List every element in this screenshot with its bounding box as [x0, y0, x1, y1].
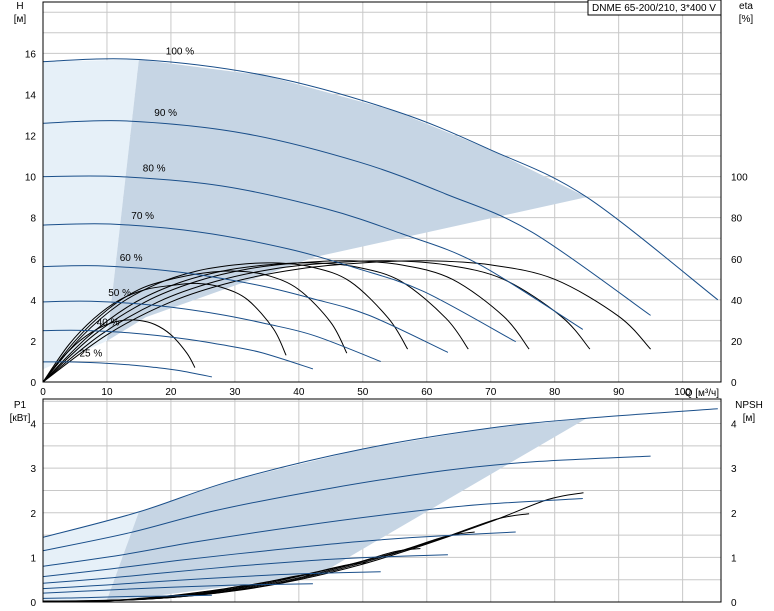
head-operating-region: [43, 59, 587, 370]
x-tick-label: 0: [40, 387, 46, 398]
x-tick-label: 100: [674, 387, 691, 398]
speed-label: 60 %: [120, 253, 143, 264]
power-curve: [42, 571, 381, 590]
eta-curve: [42, 262, 409, 383]
eta-tick-label: 80: [731, 214, 743, 225]
power-tick-label: 2: [30, 509, 36, 520]
npsh-tick-label: 1: [731, 553, 737, 564]
head-tick-label: 0: [30, 378, 36, 389]
head-curve: [42, 175, 584, 330]
eta-curve: [42, 282, 287, 383]
power-curve: [42, 531, 516, 578]
power-tick-labels: 0 1 2 3 4 0 1 2 3 4: [30, 420, 737, 609]
power-axis-title: P1: [14, 400, 27, 411]
head-curve: [42, 265, 449, 353]
speed-label: 100 %: [166, 46, 194, 57]
head-axis-title: H: [16, 1, 23, 12]
legend-box: [587, 0, 722, 16]
speed-label: 70 %: [131, 211, 154, 222]
head-tick-label: 4: [30, 296, 36, 307]
npsh-axis-title: NPSH: [735, 400, 763, 411]
power-curve: [42, 455, 651, 552]
head-plot-frame: [42, 1, 722, 383]
power-axis-unit: [кВт]: [10, 413, 31, 424]
head-tick-label: 8: [30, 214, 36, 225]
power-curve: [42, 594, 212, 599]
x-tick-label: 10: [101, 387, 113, 398]
power-curve: [42, 583, 313, 594]
power-curve: [42, 554, 448, 584]
eta-tick-label: 60: [731, 255, 743, 266]
head-tick-labels: 0 10 20 30 40 50 60 70 80 90 100 0 2 4 6 8 10 12 14 16 0 20 40…: [25, 49, 748, 398]
head-axis-unit: [м]: [14, 14, 27, 25]
head-curve-labels: 100 % 90 % 80 % 70 % 60 % 50 % 40 % 25 %: [79, 46, 194, 359]
speed-label: 90 %: [154, 108, 177, 119]
speed-label: 50 %: [108, 288, 131, 299]
operating-region: [107, 418, 587, 600]
x-tick-label: 20: [165, 387, 177, 398]
head-tick-label: 14: [25, 90, 37, 101]
head-curve: [42, 329, 314, 370]
npsh-tick-label: 3: [731, 464, 737, 475]
power-tick-label: 1: [30, 553, 36, 564]
head-curve: [42, 58, 719, 301]
npsh-axis-unit: [м]: [743, 413, 756, 424]
head-tick-label: 12: [25, 132, 37, 143]
speed-label: 25 %: [79, 349, 102, 360]
eta-tick-label: 100: [731, 173, 748, 184]
eta-tick-label: 0: [731, 378, 737, 389]
power-operating-region: [43, 418, 587, 602]
npsh-tick-label: 4: [731, 420, 737, 431]
eta-curve: [42, 260, 591, 383]
npsh-tick-label: 0: [731, 598, 737, 609]
head-curve: [42, 223, 516, 343]
x-tick-label: 70: [485, 387, 497, 398]
eta-axis-unit: [%]: [739, 14, 754, 25]
efficiency-curves: [42, 260, 651, 383]
head-tick-label: 16: [25, 49, 37, 60]
head-curve: [42, 361, 212, 378]
npsh-tick-label: 2: [731, 509, 737, 520]
eta-curve: [42, 319, 196, 383]
head-chart-panel: 100 %90 %80 %70 %60 %50 %40 %25 % 0 10 20 3…: [14, 0, 754, 399]
x-tick-label: 90: [613, 387, 625, 398]
eta-axis-title: eta: [739, 1, 753, 12]
head-curves: [42, 58, 719, 378]
x-tick-label: 60: [421, 387, 433, 398]
power-tick-label: 0: [30, 598, 36, 609]
speed-label: 80 %: [143, 163, 166, 174]
eta-tick-label: 20: [731, 337, 743, 348]
head-tick-label: 10: [25, 173, 37, 184]
head-tick-label: 2: [30, 337, 36, 348]
head-curve: [42, 120, 651, 316]
power-curves: [42, 408, 718, 599]
x-tick-label: 80: [549, 387, 561, 398]
eta-tick-label: 40: [731, 296, 743, 307]
flow-axis-title: Q [м³/ч]: [685, 388, 720, 399]
speed-label: 40 %: [97, 317, 120, 328]
eta-curve: [42, 262, 469, 383]
x-tick-label: 40: [293, 387, 305, 398]
light-region: [43, 59, 139, 370]
light-region: [43, 511, 139, 602]
power-tick-label: 4: [30, 420, 36, 431]
eta-curve: [42, 260, 651, 383]
power-chart-panel: 0 1 2 3 4 0 1 2 3 4 P1 [кВт] NPSH [м]: [10, 398, 763, 609]
power-curve: [42, 498, 583, 567]
head-curve: [42, 300, 381, 362]
legend-text: DNME 65-200/210, 3*400 V: [592, 3, 716, 14]
power-tick-label: 3: [30, 464, 36, 475]
power-curve: [42, 408, 718, 538]
x-tick-label: 30: [229, 387, 241, 398]
head-tick-label: 6: [30, 255, 36, 266]
power-plot-frame: [42, 398, 722, 603]
x-tick-label: 50: [357, 387, 369, 398]
